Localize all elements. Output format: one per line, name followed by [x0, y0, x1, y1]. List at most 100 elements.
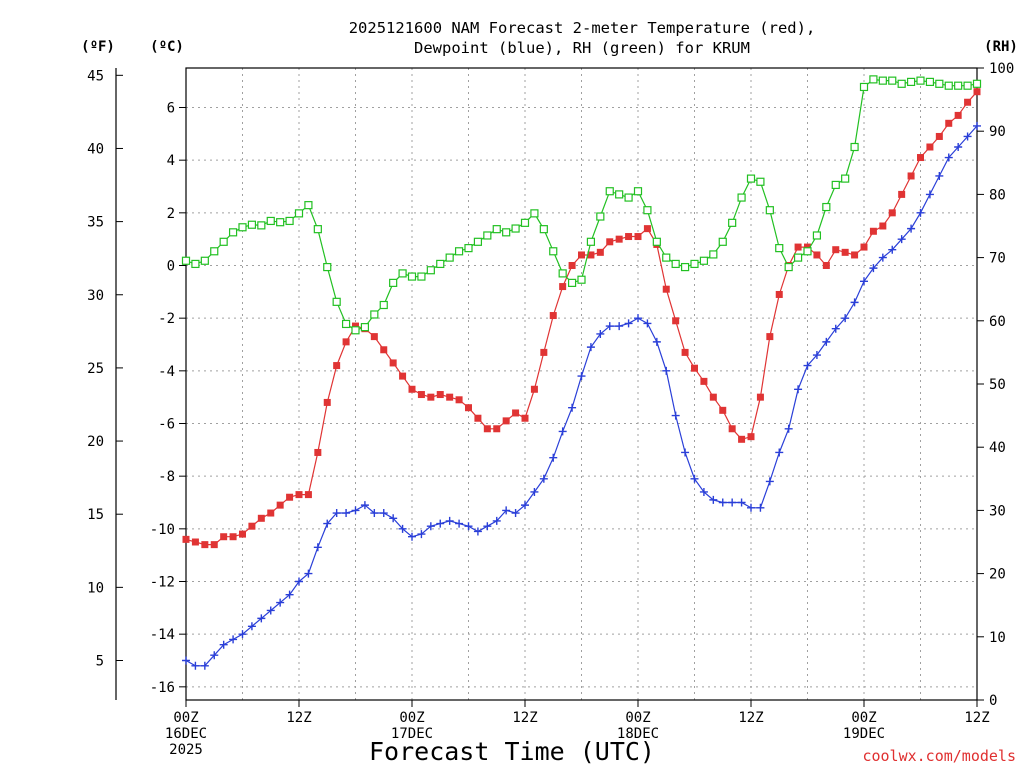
temperature-point	[417, 391, 425, 399]
rh-point	[257, 221, 266, 230]
dewpoint-point	[803, 361, 812, 370]
temperature-point	[549, 312, 557, 320]
rh-unit-label: (RH)	[984, 39, 1018, 55]
rh-point	[276, 218, 285, 227]
temperature-point	[502, 417, 510, 425]
dewpoint-point	[266, 606, 275, 615]
dewpoint-point	[897, 235, 906, 244]
temperature-point	[530, 385, 538, 393]
x-tick-label: 12Z	[512, 710, 537, 726]
rh-point	[473, 237, 483, 246]
rh-point	[304, 201, 313, 210]
rh-point	[417, 272, 426, 281]
dewpoint-point	[850, 298, 859, 307]
dewpoint-point	[511, 509, 520, 518]
temperature-point	[229, 533, 237, 541]
rh-point	[407, 272, 417, 281]
dewpoint-point	[426, 522, 435, 531]
rh-point	[916, 76, 925, 85]
dewpoint-point	[728, 498, 737, 507]
rh-point	[511, 224, 520, 233]
rh-point	[426, 266, 435, 275]
x-tick-label: 12Z	[964, 710, 989, 726]
temperature-point	[380, 346, 388, 354]
temperature-point	[888, 209, 896, 217]
x-tick-label: 00Z	[399, 710, 424, 726]
rh-point	[906, 77, 916, 87]
temperature-point	[954, 111, 962, 119]
rh-point	[718, 237, 727, 246]
celsius-tick-label: -14	[150, 627, 175, 643]
dewpoint-point	[709, 495, 718, 504]
rh-point	[210, 247, 219, 256]
dewpoint-point	[360, 501, 369, 510]
temperature-point	[907, 172, 915, 180]
dewpoint-point	[907, 224, 916, 233]
fahrenheit-tick-label: 20	[87, 434, 104, 450]
rh-point	[539, 225, 548, 234]
temperature-point	[945, 119, 953, 127]
dewpoint-point	[521, 501, 529, 510]
dewpoint-point	[473, 527, 482, 536]
dewpoint-point	[210, 651, 219, 660]
dewpoint-point	[276, 598, 285, 607]
temperature-point	[738, 435, 746, 443]
dewpoint-point	[860, 277, 868, 286]
rh-point	[859, 82, 869, 92]
dewpoint-point	[464, 522, 473, 531]
temperature-point	[596, 248, 604, 256]
rh-point	[351, 326, 360, 335]
rh-tick-label: 20	[989, 567, 1006, 583]
temperature-point	[747, 433, 755, 441]
temperature-point	[804, 243, 811, 251]
dewpoint-point	[558, 427, 567, 436]
x-tick-label: 17DEC	[391, 726, 433, 742]
dewpoint-point	[681, 448, 690, 457]
rh-point	[520, 218, 530, 227]
dewpoint-point	[238, 630, 247, 639]
rh-point	[972, 79, 982, 88]
temperature-point	[917, 154, 924, 162]
dewpoint-point	[502, 506, 511, 515]
rh-point	[285, 216, 294, 226]
rh-point	[313, 225, 322, 234]
rh-point	[502, 228, 511, 237]
celsius-tick-label: -16	[150, 680, 175, 696]
dewpoint-point	[596, 329, 605, 338]
rh-point	[643, 206, 652, 215]
dewpoint-point	[643, 319, 652, 328]
dewpoint-point	[370, 509, 379, 518]
dewpoint-point	[483, 522, 492, 531]
temperature-point	[342, 338, 350, 346]
dewpoint-point	[963, 132, 972, 141]
dewpoint-point	[699, 487, 708, 496]
dewpoint-point	[973, 121, 981, 130]
temperature-point	[775, 290, 783, 298]
dewpoint-point	[577, 372, 586, 381]
rh-point	[699, 256, 709, 265]
plot-frame	[185, 67, 978, 701]
celsius-tick-label: -6	[158, 417, 175, 433]
rh-point	[238, 223, 247, 232]
temperature-point	[756, 393, 764, 401]
temperature-point	[709, 393, 717, 401]
dewpoint-point	[615, 322, 624, 331]
temperature-point	[465, 404, 472, 412]
temperature-point	[728, 425, 736, 433]
temperature-point	[220, 533, 228, 541]
temperature-point	[822, 262, 830, 269]
temperature-point	[662, 285, 670, 293]
temperature-point	[521, 414, 529, 422]
temperature-point	[813, 251, 821, 259]
temperature-point	[446, 393, 454, 401]
rh-tick-label: 100	[989, 61, 1014, 77]
rh-point	[549, 247, 558, 256]
temperature-point	[766, 333, 774, 341]
temperature-point	[926, 143, 934, 151]
chart-title-line1: 2025121600 NAM Forecast 2-meter Temperat…	[349, 19, 816, 37]
rh-point	[558, 269, 567, 278]
rh-point	[577, 275, 586, 284]
dewpoint-point	[888, 245, 897, 254]
temperature-point	[559, 283, 567, 291]
temperature-point	[191, 538, 199, 546]
